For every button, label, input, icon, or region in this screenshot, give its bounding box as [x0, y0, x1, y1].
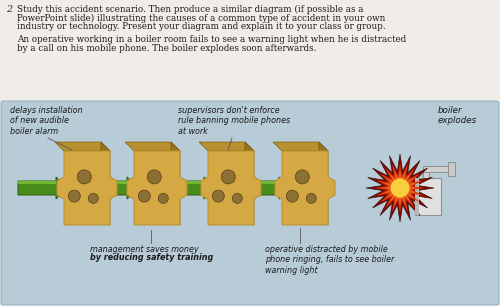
Circle shape: [68, 190, 80, 202]
Circle shape: [390, 178, 409, 197]
Text: delays installation
of new audible
boiler alarm: delays installation of new audible boile…: [10, 106, 83, 136]
Text: supervisors don't enforce
rule banning mobile phones
at work: supervisors don't enforce rule banning m…: [178, 106, 290, 136]
Polygon shape: [199, 142, 254, 151]
Text: by a call on his mobile phone. The boiler explodes soon afterwards.: by a call on his mobile phone. The boile…: [17, 44, 316, 53]
Text: management saves money: management saves money: [90, 245, 198, 254]
Polygon shape: [383, 171, 417, 205]
Polygon shape: [416, 178, 420, 215]
Polygon shape: [424, 166, 452, 172]
Circle shape: [306, 193, 316, 203]
Polygon shape: [273, 142, 328, 151]
Circle shape: [138, 190, 150, 202]
Circle shape: [158, 193, 168, 203]
Polygon shape: [177, 181, 204, 184]
Polygon shape: [100, 181, 127, 184]
Polygon shape: [424, 166, 430, 178]
Circle shape: [232, 193, 242, 203]
Text: by reducing safety training: by reducing safety training: [90, 253, 213, 262]
Polygon shape: [101, 142, 110, 225]
Polygon shape: [18, 181, 56, 184]
Polygon shape: [177, 177, 215, 199]
Polygon shape: [171, 142, 180, 225]
Polygon shape: [252, 181, 279, 184]
Circle shape: [88, 193, 99, 203]
FancyBboxPatch shape: [1, 101, 499, 305]
Circle shape: [78, 170, 92, 184]
Circle shape: [222, 170, 235, 184]
Polygon shape: [376, 163, 424, 212]
Text: operative distracted by mobile
phone ringing, fails to see boiler
warning light: operative distracted by mobile phone rin…: [265, 245, 394, 275]
Circle shape: [296, 170, 310, 184]
Text: 2: 2: [6, 5, 12, 14]
Text: PowerPoint slide) illustrating the causes of a common type of accident in your o: PowerPoint slide) illustrating the cause…: [17, 13, 386, 23]
Text: industry or technology. Present your diagram and explain it to your class or gro: industry or technology. Present your dia…: [17, 22, 386, 31]
Polygon shape: [319, 142, 328, 225]
Polygon shape: [201, 151, 261, 225]
Polygon shape: [275, 151, 335, 225]
Polygon shape: [416, 178, 442, 215]
Polygon shape: [252, 177, 290, 199]
Polygon shape: [448, 162, 456, 176]
Polygon shape: [127, 151, 187, 225]
Polygon shape: [245, 142, 254, 225]
Polygon shape: [100, 177, 138, 199]
Polygon shape: [55, 142, 110, 151]
Text: An operative working in a boiler room fails to see a warning light when he is di: An operative working in a boiler room fa…: [17, 35, 406, 44]
Polygon shape: [18, 177, 67, 199]
Polygon shape: [366, 154, 434, 222]
Circle shape: [148, 170, 162, 184]
Polygon shape: [125, 142, 180, 151]
Text: boiler
explodes: boiler explodes: [438, 106, 477, 125]
Polygon shape: [57, 151, 117, 225]
Text: Study this accident scenario. Then produce a similar diagram (if possible as a: Study this accident scenario. Then produ…: [17, 5, 364, 14]
Circle shape: [212, 190, 224, 202]
Circle shape: [286, 190, 298, 202]
